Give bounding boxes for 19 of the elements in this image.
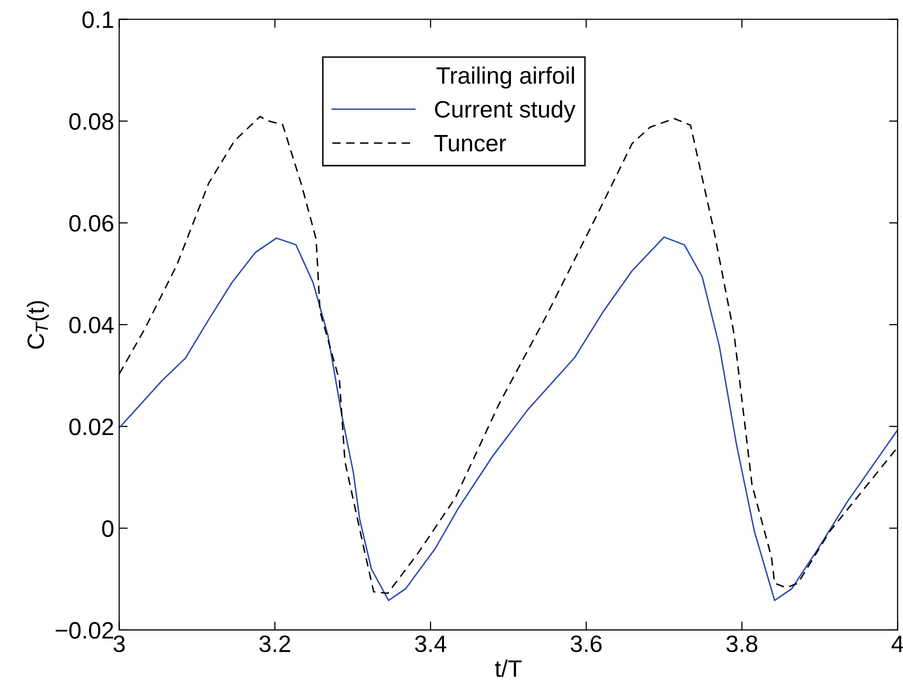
y-axis-title: C$_{T}$(t) (26, 301, 49, 349)
y-tick-label: −0.02 (56, 622, 114, 639)
x-tick-label: 3 (114, 635, 125, 652)
x-tick-label: 3.2 (259, 635, 290, 652)
y-tick-label: 0 (102, 520, 114, 537)
x-tick-label: 4 (892, 636, 903, 652)
legend-label: Tuncer (434, 135, 506, 152)
legend-label: Current study (435, 100, 576, 122)
y-tick-label: 0.08 (69, 113, 114, 130)
x-axis-title: t/T (494, 660, 522, 677)
x-tick-label: 3.8 (726, 635, 758, 652)
x-tick-label: 3.6 (570, 635, 602, 652)
y-tick-label: 0.04 (69, 316, 114, 334)
x-tick-label: 3.4 (415, 635, 446, 652)
y-tick-label: 0.1 (82, 11, 114, 28)
y-tick-label: 0.02 (69, 418, 114, 436)
line-series (119, 236, 898, 602)
y-tick-label: 0.06 (69, 214, 114, 232)
legend-title: Trailing airfoil (436, 66, 574, 89)
